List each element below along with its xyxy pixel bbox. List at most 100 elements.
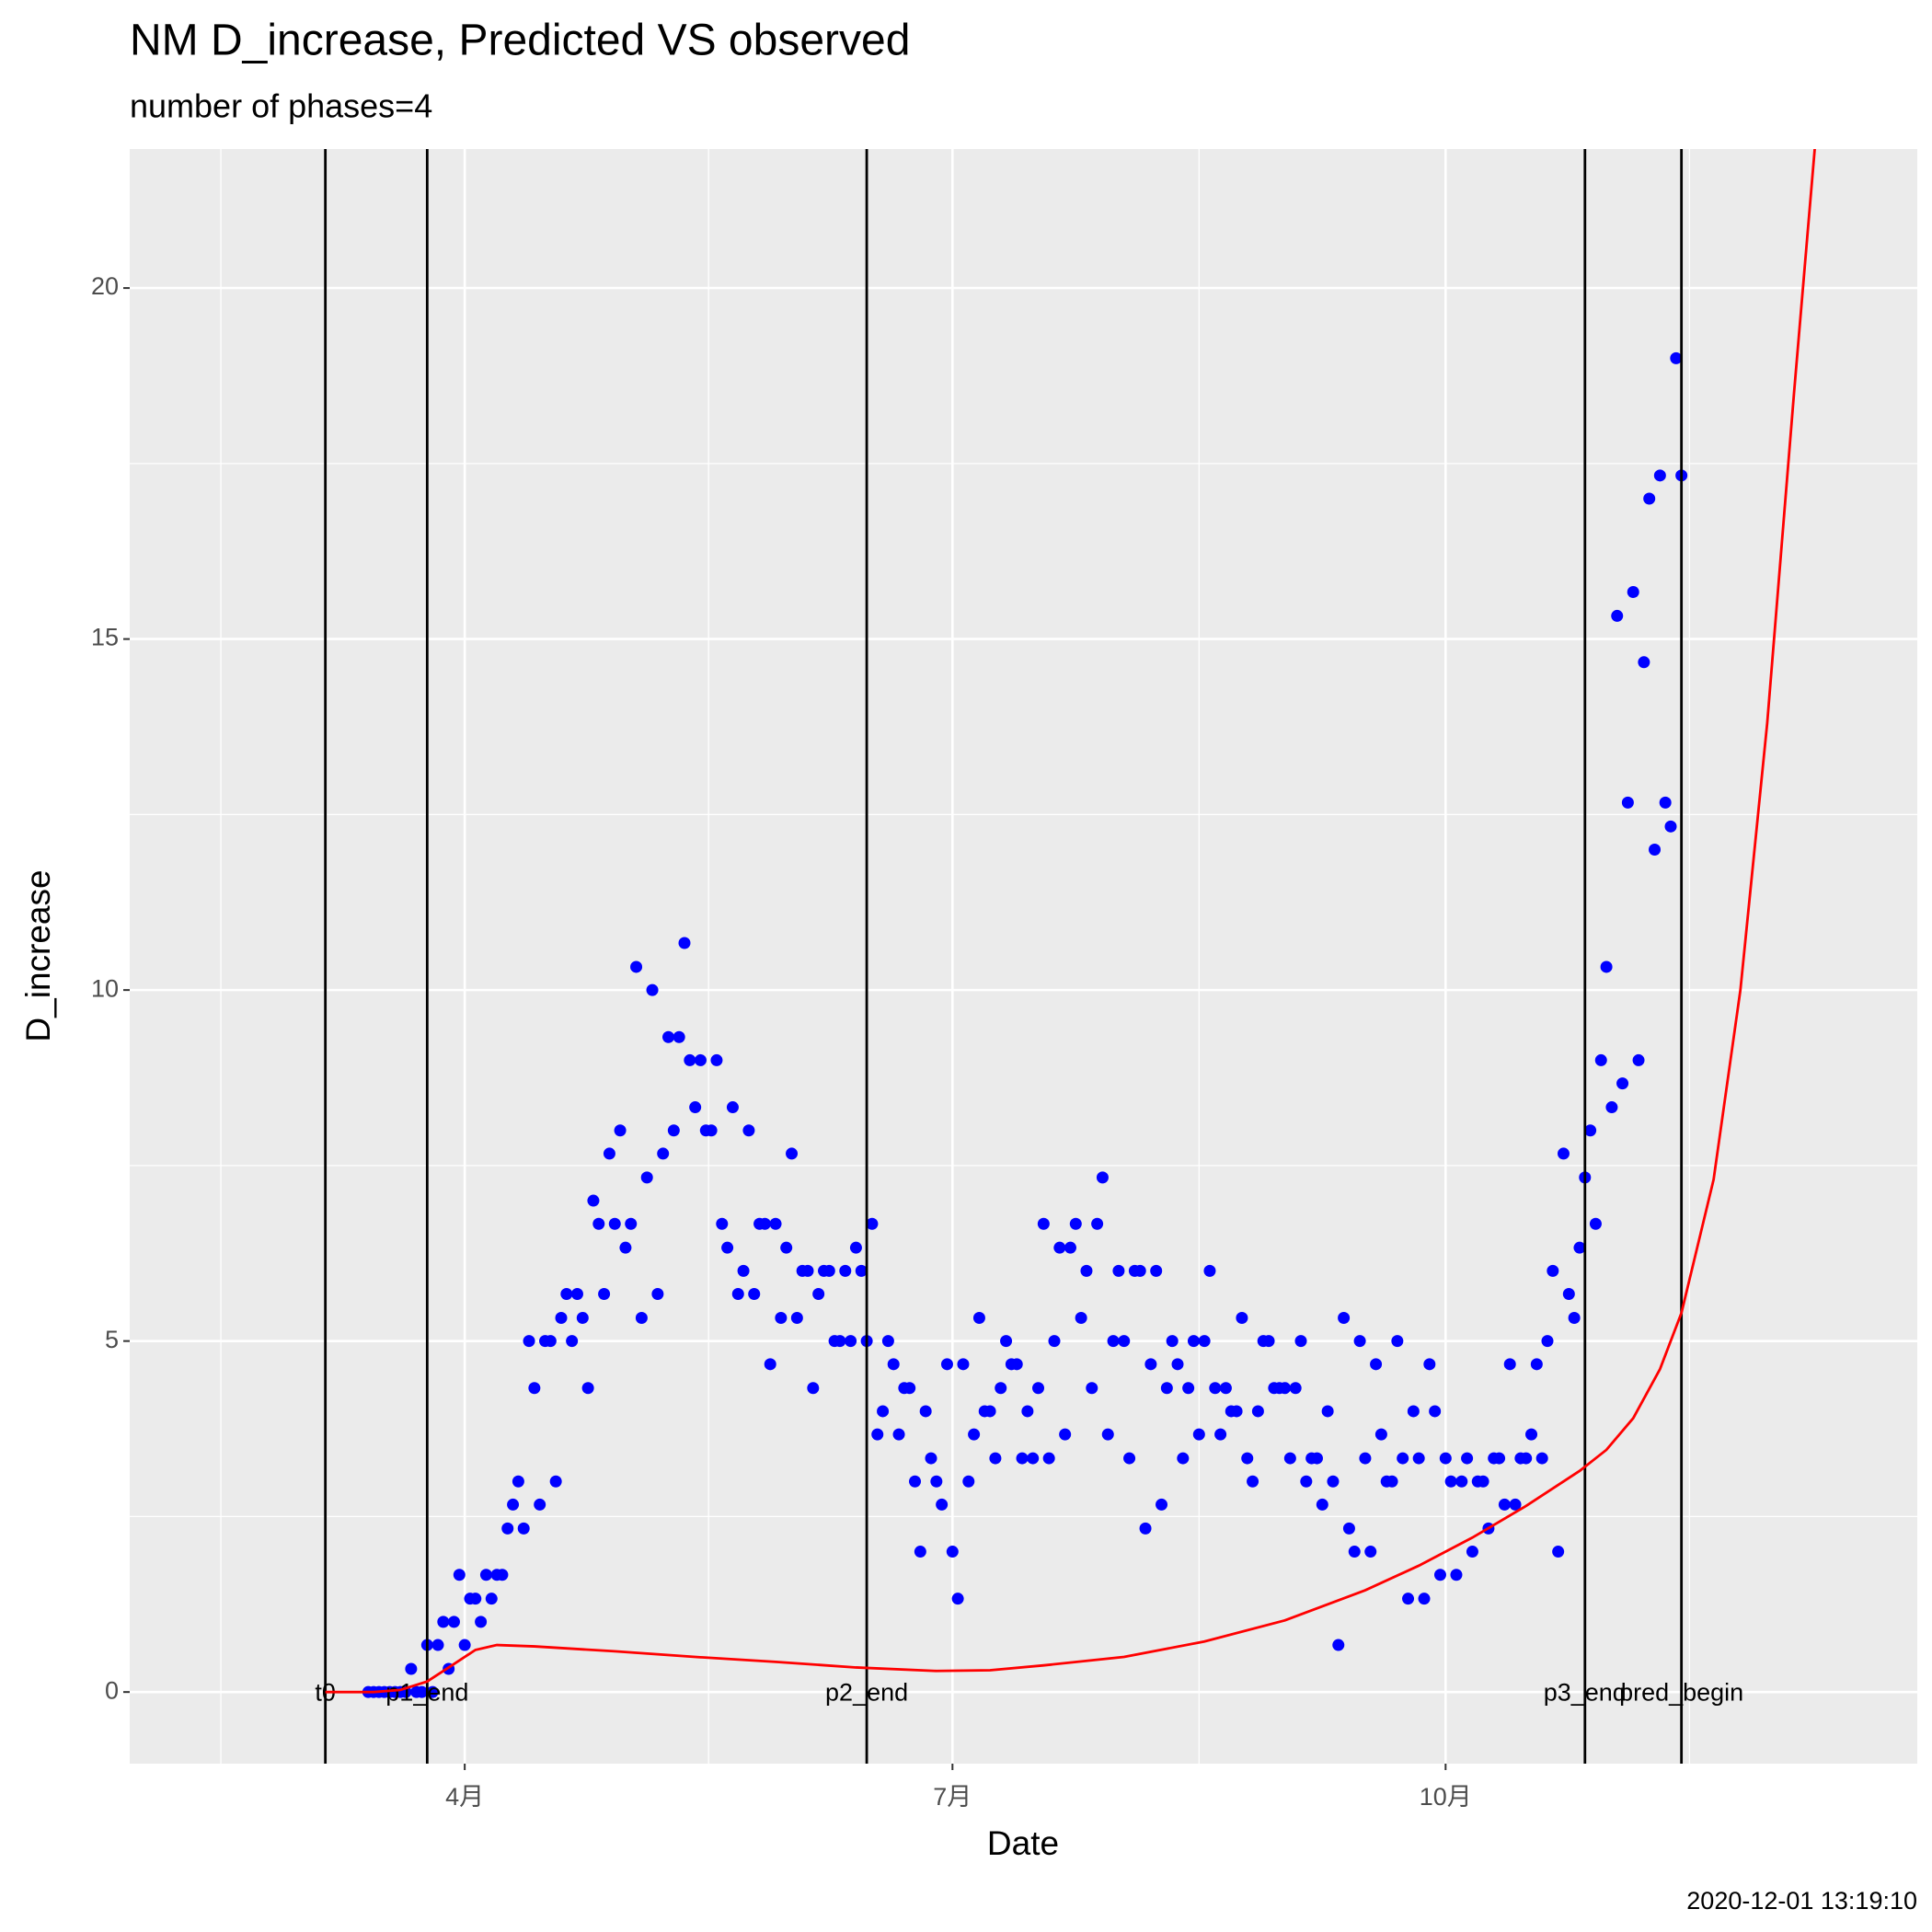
data-point	[1209, 1382, 1222, 1395]
data-point	[726, 1101, 739, 1114]
data-point	[1530, 1358, 1543, 1371]
data-point	[1042, 1452, 1055, 1465]
data-point	[731, 1288, 744, 1301]
data-point	[1429, 1405, 1442, 1418]
data-point	[748, 1288, 761, 1301]
data-point	[1439, 1452, 1452, 1465]
data-point	[1133, 1264, 1146, 1277]
data-point	[1230, 1405, 1243, 1418]
data-point	[1338, 1311, 1351, 1324]
data-point	[1589, 1217, 1602, 1230]
data-point	[1086, 1382, 1098, 1395]
data-point	[1247, 1475, 1259, 1488]
data-point	[678, 937, 691, 949]
data-point	[544, 1335, 557, 1348]
data-point	[1027, 1452, 1040, 1465]
data-point	[1670, 351, 1683, 364]
data-point	[1310, 1452, 1323, 1465]
data-point	[689, 1101, 702, 1114]
data-point	[1643, 492, 1656, 505]
data-point	[1455, 1475, 1468, 1488]
data-point	[1236, 1311, 1248, 1324]
data-point	[507, 1498, 520, 1511]
data-point	[951, 1593, 964, 1605]
data-point	[972, 1311, 985, 1324]
data-point	[909, 1475, 922, 1488]
data-point	[1525, 1428, 1538, 1441]
data-point	[517, 1522, 530, 1535]
data-point	[742, 1124, 755, 1137]
data-point	[758, 1217, 771, 1230]
data-point	[523, 1335, 535, 1348]
data-point	[485, 1593, 498, 1605]
y-tick-label: 10	[91, 974, 119, 1002]
data-point	[775, 1311, 788, 1324]
data-point	[716, 1217, 729, 1230]
data-point	[566, 1335, 579, 1348]
data-point	[1101, 1428, 1114, 1441]
data-point	[1332, 1639, 1345, 1651]
data-point	[1509, 1498, 1522, 1511]
data-point	[1444, 1475, 1457, 1488]
data-point	[1557, 1147, 1570, 1160]
data-point	[635, 1311, 648, 1324]
data-point	[1251, 1405, 1264, 1418]
data-point	[1203, 1264, 1216, 1277]
data-point	[930, 1475, 943, 1488]
data-point	[1010, 1358, 1023, 1371]
data-point	[1177, 1452, 1190, 1465]
data-point	[1080, 1264, 1093, 1277]
x-tick-label: 7月	[933, 1783, 972, 1811]
data-point	[1627, 585, 1639, 598]
data-point	[1064, 1241, 1076, 1254]
data-point	[640, 1171, 653, 1184]
data-point	[1118, 1335, 1131, 1348]
data-point	[1123, 1452, 1136, 1465]
data-point	[1171, 1358, 1184, 1371]
data-point	[1466, 1546, 1478, 1558]
data-point	[1166, 1335, 1179, 1348]
data-point	[431, 1639, 444, 1651]
data-point	[1182, 1382, 1195, 1395]
data-point	[1412, 1452, 1425, 1465]
data-point	[405, 1662, 418, 1675]
data-point	[646, 983, 659, 996]
data-point	[1219, 1382, 1232, 1395]
data-point	[877, 1405, 890, 1418]
data-point	[1402, 1593, 1415, 1605]
data-point	[598, 1288, 611, 1301]
data-point	[1477, 1475, 1489, 1488]
data-point	[619, 1241, 632, 1254]
data-point	[1433, 1569, 1446, 1581]
data-point	[919, 1405, 932, 1418]
data-point	[1584, 1124, 1597, 1137]
data-point	[871, 1428, 884, 1441]
data-point	[534, 1498, 546, 1511]
y-tick-label: 20	[91, 272, 119, 300]
data-point	[903, 1382, 916, 1395]
data-point	[866, 1217, 879, 1230]
data-point	[458, 1639, 471, 1651]
data-point	[989, 1452, 1002, 1465]
x-tick-label: 4月	[445, 1783, 484, 1811]
data-point	[1283, 1452, 1296, 1465]
data-point	[807, 1382, 820, 1395]
data-point	[1605, 1101, 1618, 1114]
data-point	[1241, 1452, 1254, 1465]
phase-label: p1_end	[385, 1678, 468, 1706]
data-point	[962, 1475, 975, 1488]
data-point	[1150, 1264, 1163, 1277]
data-point	[1327, 1475, 1340, 1488]
data-point	[1632, 1053, 1645, 1066]
data-point	[1498, 1498, 1511, 1511]
data-point	[614, 1124, 627, 1137]
data-point	[839, 1264, 852, 1277]
data-point	[914, 1546, 926, 1558]
caption: 2020-12-01 13:19:10	[1686, 1887, 1917, 1915]
data-point	[469, 1593, 482, 1605]
data-point	[555, 1311, 568, 1324]
data-point	[426, 1685, 439, 1698]
data-point	[479, 1569, 492, 1581]
data-point	[834, 1335, 846, 1348]
